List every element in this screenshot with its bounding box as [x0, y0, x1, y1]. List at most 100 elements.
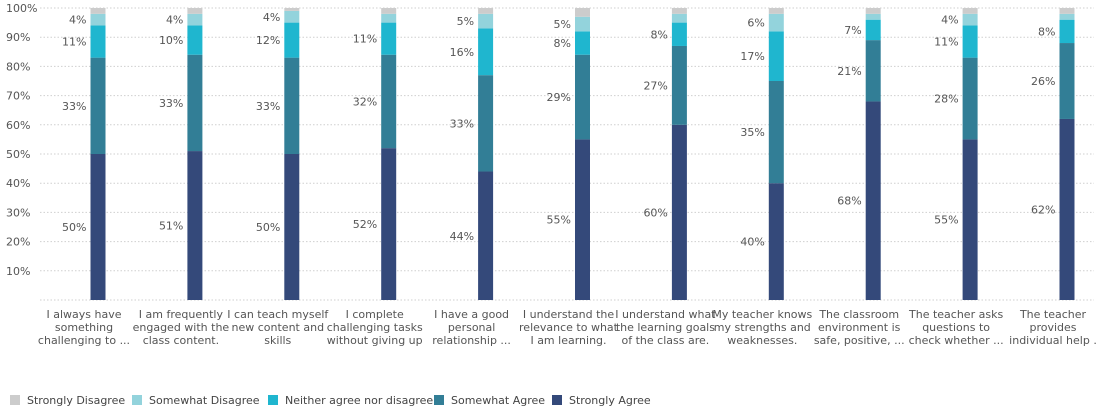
legend-swatch [434, 395, 444, 405]
y-tick-label: 40% [6, 177, 30, 190]
bar-segment [478, 171, 494, 300]
legend: Strongly Disagree Somewhat Disagree Neithe… [10, 394, 651, 407]
data-label: 35% [740, 126, 764, 139]
bar-segment [1059, 19, 1075, 44]
data-label: 28% [934, 93, 958, 106]
bar-segment [962, 139, 978, 300]
data-label: 12% [256, 34, 280, 47]
gridlines [40, 7, 1094, 301]
y-tick-label: 10% [6, 265, 30, 278]
data-label: 68% [837, 195, 861, 208]
legend-swatch [268, 395, 278, 405]
data-label: 5% [457, 15, 474, 28]
y-tick-label: 20% [6, 236, 30, 249]
bar-segment [962, 8, 978, 14]
data-label: 44% [450, 230, 474, 243]
bar-segment [1059, 13, 1075, 20]
data-label: 6% [747, 17, 764, 30]
data-label: 33% [62, 100, 86, 113]
bar-segment [671, 13, 687, 23]
data-label: 8% [554, 37, 571, 50]
y-tick-label: 30% [6, 206, 30, 219]
data-label: 27% [643, 79, 667, 92]
bar-segment [865, 13, 881, 20]
bar-segment [478, 13, 494, 29]
data-label: 33% [159, 97, 183, 110]
category-label: I understand what the learning goals of th… [615, 308, 716, 347]
bar-segment [575, 54, 590, 140]
bar-segment [478, 75, 494, 172]
bar-segment [1059, 8, 1075, 14]
data-label: 32% [353, 95, 377, 108]
bar-segment [381, 8, 397, 14]
legend-label: Neither agree nor disagree [285, 394, 433, 407]
data-label: 17% [740, 50, 764, 63]
bar-segment [768, 183, 784, 300]
data-label: 8% [650, 28, 667, 41]
data-label: 55% [547, 214, 571, 227]
legend-label: Strongly Agree [569, 394, 651, 407]
bar-segment [90, 154, 106, 300]
bar-segment [284, 10, 300, 23]
bar-segment [284, 57, 300, 154]
bar-segment [90, 57, 106, 154]
y-tick-label: 60% [6, 119, 30, 132]
data-label: 11% [934, 36, 958, 49]
data-label: 40% [740, 236, 764, 249]
bar-segment [187, 54, 203, 152]
bar-segment [865, 19, 881, 41]
bar-segment [478, 8, 494, 14]
legend-swatch [552, 395, 562, 405]
bar-segment [865, 8, 881, 14]
bar-segment [962, 57, 978, 140]
bar-segment [768, 8, 784, 14]
y-axis: 10% 20% 30% 40% 50% 60% 70% 80% 90% 100% [6, 2, 37, 278]
category-label: The teacher asks questions to check whethe… [908, 308, 1004, 347]
x-axis: I always have something challenging to ...… [38, 308, 1097, 347]
bar-segment [865, 101, 881, 300]
category-label: The classroom environment is safe, positiv… [814, 308, 905, 347]
data-label: 11% [62, 36, 86, 49]
category-label: I understand the relevance to what I am le… [519, 308, 619, 347]
bars: 50% 33% 11% 4% 51% 33% 10% 4% 50% 33% 12% 4% 52% 32% 1… [62, 8, 1075, 301]
data-label: 4% [263, 11, 280, 24]
data-label: 4% [941, 14, 958, 27]
bar-segment [284, 8, 300, 11]
data-label: 16% [450, 46, 474, 59]
y-tick-label: 90% [6, 31, 30, 44]
data-label: 33% [256, 100, 280, 113]
bar-segment [1059, 43, 1075, 119]
y-tick-label: 50% [6, 148, 30, 161]
legend-swatch [10, 395, 20, 405]
bar-segment [575, 16, 590, 32]
category-label: I complete challenging tasks without givin… [327, 308, 423, 347]
bar-segment [962, 25, 978, 58]
legend-swatch [132, 395, 142, 405]
data-label: 60% [643, 206, 667, 219]
bar-segment [768, 13, 784, 32]
bar-segment [284, 154, 300, 300]
bar-segment [187, 25, 203, 55]
data-label: 4% [166, 14, 183, 27]
bar-segment [187, 13, 203, 26]
bar-segment [865, 40, 881, 102]
category-label: I am frequently engaged with the class con… [133, 308, 230, 347]
bar-segment [381, 54, 397, 149]
data-label: 52% [353, 218, 377, 231]
category-label: My teacher knows my strengths and weakness… [712, 308, 812, 347]
data-label: 29% [547, 91, 571, 104]
data-label: 33% [450, 117, 474, 130]
data-label: 21% [837, 65, 861, 78]
data-label: 62% [1031, 203, 1055, 216]
category-label: I can teach myself new content and skills [227, 308, 329, 347]
category-label: The teacher provides individual help . [1009, 308, 1097, 347]
data-label: 5% [554, 18, 571, 31]
bar-segment [90, 13, 106, 26]
y-tick-label: 100% [6, 2, 37, 15]
data-label: 11% [353, 33, 377, 46]
bar-segment [381, 22, 397, 55]
bar-segment [90, 8, 106, 14]
bar-segment [284, 22, 300, 58]
bar-segment [1059, 118, 1075, 301]
legend-label: Somewhat Disagree [149, 394, 260, 407]
